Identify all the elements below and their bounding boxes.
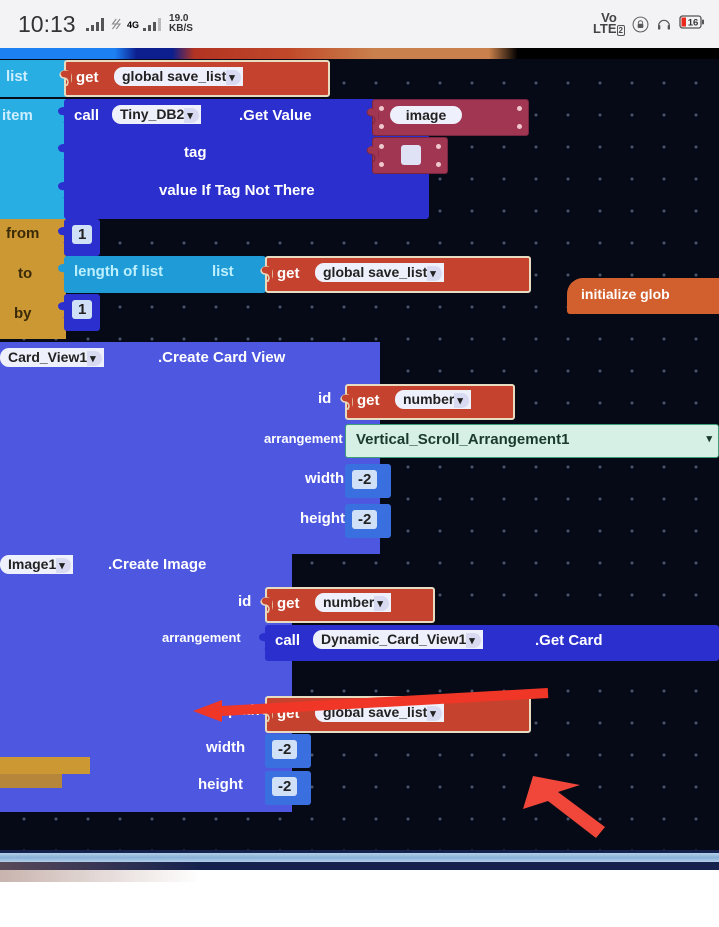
svg-text:16: 16 [688, 17, 699, 28]
